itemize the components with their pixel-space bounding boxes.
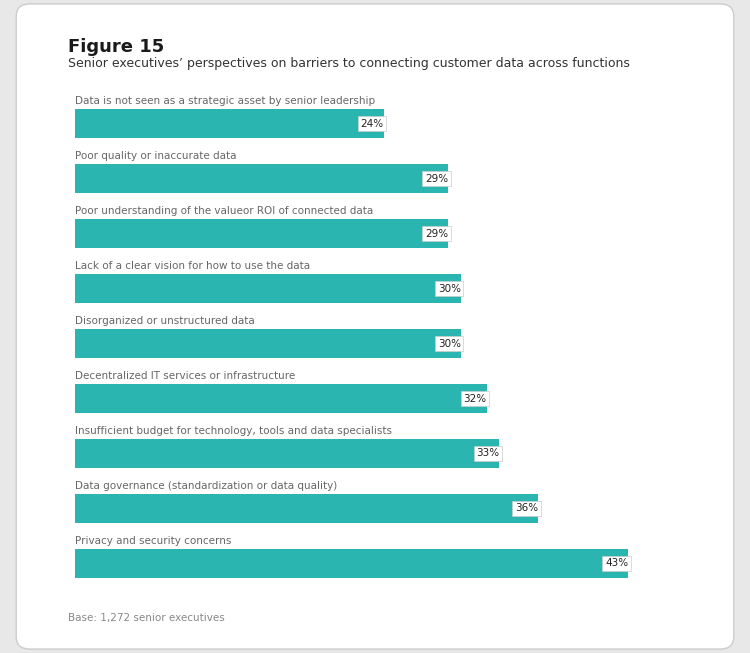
Bar	[75, 274, 460, 303]
Text: Base: 1,272 senior executives: Base: 1,272 senior executives	[68, 613, 225, 623]
Bar	[75, 329, 460, 358]
Text: Decentralized IT services or infrastructure: Decentralized IT services or infrastruct…	[75, 371, 295, 381]
FancyBboxPatch shape	[16, 4, 734, 649]
Bar	[75, 494, 538, 522]
Text: Disorganized or unstructured data: Disorganized or unstructured data	[75, 316, 254, 326]
Bar	[75, 439, 500, 468]
Text: Figure 15: Figure 15	[68, 38, 164, 56]
Text: Poor understanding of the valueor ROI of connected data: Poor understanding of the valueor ROI of…	[75, 206, 373, 216]
Text: Data governance (standardization or data quality): Data governance (standardization or data…	[75, 481, 337, 491]
Bar	[75, 219, 448, 248]
Text: Insufficient budget for technology, tools and data specialists: Insufficient budget for technology, tool…	[75, 426, 392, 436]
Text: 30%: 30%	[438, 283, 460, 294]
Bar	[75, 549, 628, 578]
Text: 33%: 33%	[476, 449, 500, 458]
Bar	[75, 384, 487, 413]
Text: 29%: 29%	[424, 174, 448, 183]
Text: Lack of a clear vision for how to use the data: Lack of a clear vision for how to use th…	[75, 261, 310, 271]
Text: Privacy and security concerns: Privacy and security concerns	[75, 536, 231, 546]
Text: 29%: 29%	[424, 229, 448, 238]
Text: Poor quality or inaccurate data: Poor quality or inaccurate data	[75, 151, 236, 161]
Text: 32%: 32%	[464, 394, 487, 404]
Text: 43%: 43%	[605, 558, 628, 568]
Text: 30%: 30%	[438, 338, 460, 349]
Text: 36%: 36%	[515, 503, 538, 513]
Bar	[75, 165, 448, 193]
Text: 24%: 24%	[361, 119, 383, 129]
Bar	[75, 110, 383, 138]
Text: Senior executives’ perspectives on barriers to connecting customer data across f: Senior executives’ perspectives on barri…	[68, 57, 630, 70]
Text: Data is not seen as a strategic asset by senior leadership: Data is not seen as a strategic asset by…	[75, 96, 375, 106]
